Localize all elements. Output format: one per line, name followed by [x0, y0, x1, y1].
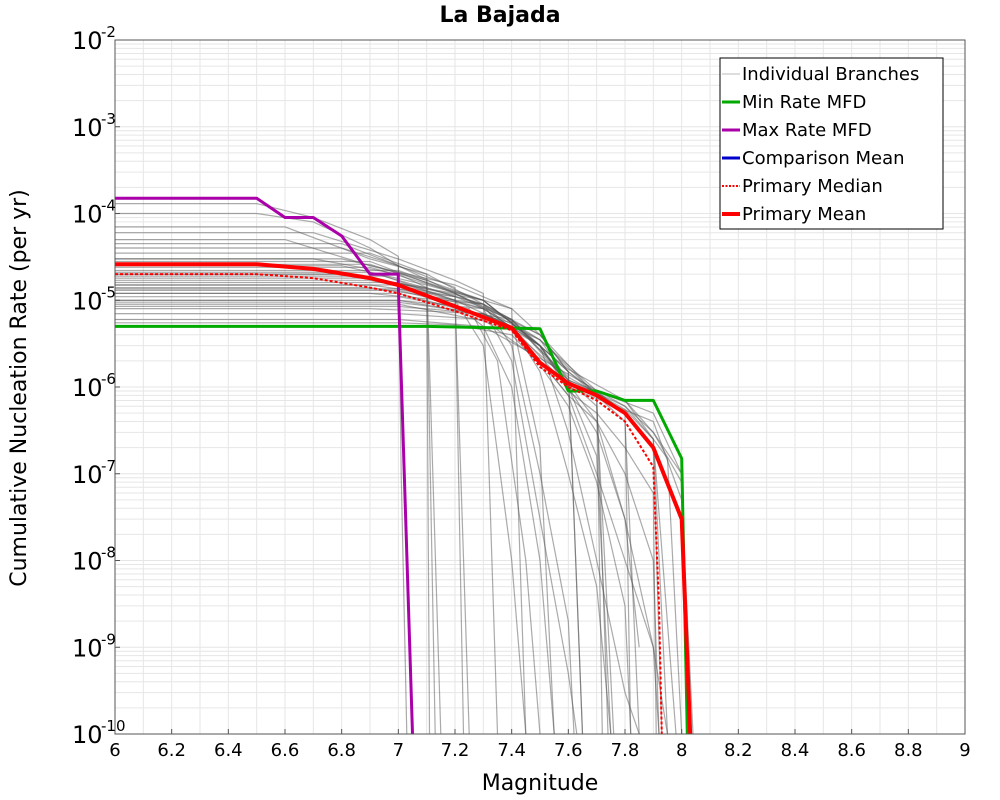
y-tick-label: 10 [72, 287, 103, 315]
primary-mean-line [115, 262, 693, 735]
y-tick-exponent: -10 [101, 717, 126, 735]
legend-box [719, 57, 944, 230]
y-tick-label: 10 [72, 114, 103, 142]
y-tick-exponent: -6 [101, 370, 116, 388]
legend-label: Max Rate MFD [742, 120, 872, 141]
branch-line [115, 273, 470, 735]
y-tick-exponent: -5 [101, 283, 116, 301]
branch-line [115, 252, 575, 735]
x-tick-label: 6 [109, 740, 120, 761]
max-rate-mfd-line [115, 196, 414, 735]
x-tick-label: 8.2 [724, 740, 753, 761]
y-tick-exponent: -4 [101, 197, 116, 215]
branch-line [115, 203, 408, 735]
legend-label: Individual Branches [742, 64, 919, 85]
x-tick-label: 6.2 [157, 740, 186, 761]
x-axis-title: Magnitude [482, 771, 599, 796]
x-tick-label: 8.8 [894, 740, 923, 761]
x-tick-label: 8.4 [781, 740, 810, 761]
branch-line [115, 308, 615, 735]
branch-line [115, 288, 603, 735]
x-tick-label: 7 [393, 740, 404, 761]
legend-label: Comparison Mean [742, 148, 905, 169]
legend-label: Min Rate MFD [742, 92, 866, 113]
branch-line [115, 273, 640, 735]
y-tick-label: 10 [72, 548, 103, 576]
chart-title: La Bajada [439, 3, 560, 28]
y-tick-exponent: -9 [101, 630, 116, 648]
primary-median-line [115, 273, 663, 735]
branch-line [115, 226, 442, 735]
y-tick-label: 10 [72, 634, 103, 662]
branch-line [115, 260, 578, 735]
branch-line [115, 292, 677, 735]
x-tick-label: 9 [959, 740, 970, 761]
x-tick-label: 6.4 [214, 740, 243, 761]
y-tick-label: 10 [72, 201, 103, 229]
x-tick-label: 6.8 [327, 740, 356, 761]
branch-line [115, 305, 660, 735]
y-tick-exponent: -3 [101, 110, 116, 128]
y-axis-title: Cumulative Nucleation Rate (per yr) [7, 189, 32, 587]
y-tick-exponent: -7 [101, 457, 116, 475]
main-series [115, 196, 693, 735]
x-tick-label: 7.8 [611, 740, 640, 761]
branch-line [115, 289, 555, 735]
branch-line [115, 322, 632, 735]
y-tick-label: 10 [72, 374, 103, 402]
branch-line [115, 271, 632, 735]
branch-line [115, 299, 640, 735]
y-tick-exponent: -2 [101, 23, 116, 41]
branch-line [115, 275, 527, 735]
y-tick-label: 10 [72, 721, 103, 749]
x-tick-label: 8.6 [837, 740, 866, 761]
x-tick-label: 6.6 [271, 740, 300, 761]
y-tick-label: 10 [72, 27, 103, 55]
y-tick-exponent: -8 [101, 544, 116, 562]
branch-line [115, 258, 431, 735]
legend: Individual Branches Min Rate MFD Max Rate … [719, 57, 944, 230]
branch-line [115, 296, 541, 735]
x-ticks: 6 6.2 6.4 6.6 6.8 7 7.2 7.4 7.6 7.8 8 8.2 8.4 8.6 8.8 9 [109, 729, 971, 761]
x-tick-label: 7.6 [554, 740, 583, 761]
x-tick-label: 7.2 [441, 740, 470, 761]
x-tick-label: 8 [676, 740, 687, 761]
x-tick-label: 7.4 [497, 740, 526, 761]
legend-label: Primary Median [742, 176, 883, 197]
legend-label: Primary Mean [742, 204, 866, 225]
y-tick-label: 10 [72, 461, 103, 489]
